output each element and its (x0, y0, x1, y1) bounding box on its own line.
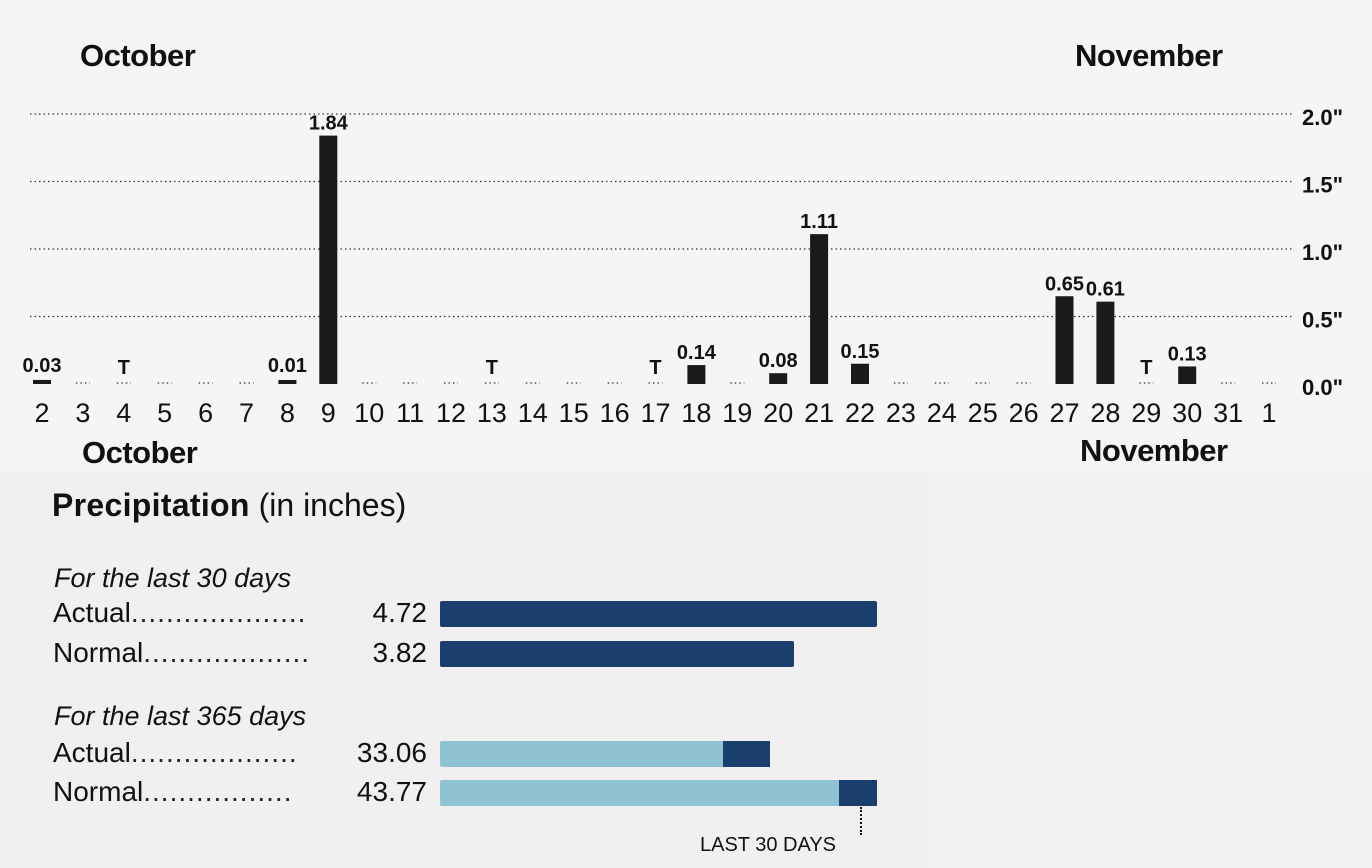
x-tick-label: 31 (1213, 398, 1243, 428)
x-tick-label: 26 (1009, 398, 1039, 428)
row-name: Actual (53, 597, 131, 628)
data-label: 0.08 (759, 350, 798, 372)
bar-day-20 (769, 373, 788, 384)
x-tick-label: 24 (927, 398, 957, 428)
bar-day-22 (851, 363, 869, 384)
bar-day-27 (1055, 296, 1074, 384)
x-tick-label: 14 (518, 398, 548, 428)
precipitation-heading: Precipitation (in inches) (52, 487, 406, 524)
period-label-30-days: For the last 30 days (54, 563, 292, 593)
month-label-october-top: October (80, 38, 196, 73)
data-label: T (1140, 357, 1152, 379)
x-tick-label: 8 (280, 398, 295, 428)
x-tick-label: 21 (804, 398, 834, 428)
data-label: T (649, 357, 661, 379)
bar-day-9 (319, 135, 338, 384)
leader-dots: ................... (143, 637, 311, 668)
data-label: 0.61 (1086, 279, 1125, 301)
bar-365-days-actual (440, 741, 771, 767)
data-label: 1.84 (309, 113, 349, 135)
bar-day-28 (1096, 301, 1115, 384)
x-tick-label: 11 (396, 398, 424, 428)
x-tick-label: 2 (34, 398, 49, 428)
x-tick-label: 4 (116, 398, 131, 428)
precipitation-title: Precipitation (52, 487, 250, 523)
bar-day-8 (278, 380, 297, 384)
row-value: 4.72 (372, 597, 428, 628)
x-tick-label: 15 (559, 398, 589, 428)
data-label: T (486, 357, 498, 379)
bar-day-30 (1178, 366, 1197, 384)
precipitation-units: (in inches) (258, 487, 407, 523)
row-value: 43.77 (356, 776, 427, 807)
data-label: 0.01 (268, 355, 307, 377)
x-tick-label: 23 (886, 398, 916, 428)
x-tick-label: 28 (1090, 398, 1120, 428)
y-tick-label: 1.5" (1302, 173, 1343, 198)
period-label-365-days: For the last 365 days (54, 701, 307, 731)
y-tick-label: 0.5" (1302, 308, 1343, 333)
x-tick-label: 19 (722, 398, 752, 428)
summary-panel (0, 472, 930, 868)
x-tick-label: 29 (1131, 398, 1161, 428)
data-label: 1.11 (800, 211, 838, 233)
row-label-365-normal: Normal ................. 43.77 (53, 776, 427, 808)
x-tick-label: 9 (321, 398, 336, 428)
x-tick-label: 1 (1261, 398, 1276, 428)
month-label-november-bottom: November (1080, 433, 1228, 468)
daily-chart-panel (0, 0, 1372, 472)
y-tick-label: 0.0" (1302, 375, 1343, 400)
y-tick-label: 1.0" (1302, 240, 1343, 265)
x-tick-label: 27 (1049, 398, 1079, 428)
x-tick-label: 18 (681, 398, 711, 428)
daily-precipitation-chart: 2.0" 1.5" 1.0" 0.5" 0.0" 0.03 2 3 T 4 5 6 7 0.01 8 1.84… (23, 105, 1343, 428)
bar-day-21 (810, 234, 829, 384)
x-tick-label: 16 (600, 398, 630, 428)
row-label-365-actual: Actual ................... 33.06 (53, 737, 427, 769)
data-label: 0.15 (841, 341, 880, 363)
row-value: 33.06 (356, 737, 427, 768)
row-name: Normal (53, 776, 144, 807)
data-label: 0.03 (23, 355, 62, 377)
last-30-days-label: LAST 30 DAYS (700, 834, 836, 856)
x-tick-label: 17 (640, 398, 670, 428)
data-label: T (118, 357, 130, 379)
bar-last-30-segment (722, 741, 771, 767)
row-label-30-normal: Normal ................... 3.82 (53, 637, 427, 669)
bar-day-18 (687, 365, 706, 384)
bar-30-days-actual (440, 601, 877, 627)
row-label-30-actual: Actual .................... 4.72 (53, 597, 427, 629)
bar-last-30-segment (838, 780, 877, 806)
x-tick-label: 12 (436, 398, 466, 428)
x-tick-label: 6 (198, 398, 213, 428)
data-label: 0.13 (1168, 343, 1207, 365)
x-tick-label: 30 (1172, 398, 1202, 428)
x-tick-label: 20 (763, 398, 793, 428)
x-tick-label: 25 (968, 398, 998, 428)
row-name: Actual (53, 737, 131, 768)
y-tick-label: 2.0" (1302, 105, 1343, 130)
row-value: 3.82 (372, 637, 428, 668)
bar-day-2 (33, 379, 51, 384)
x-tick-label: 13 (477, 398, 507, 428)
x-tick-label: 5 (157, 398, 172, 428)
leader-dots: ................... (130, 737, 298, 768)
x-tick-label: 7 (239, 398, 254, 428)
x-tick-label: 10 (354, 398, 384, 428)
x-tick-label: 3 (75, 398, 90, 428)
x-tick-label: 22 (845, 398, 875, 428)
last-30-days-marker (860, 807, 862, 835)
leader-dots: .................... (130, 597, 307, 628)
bar-30-days-normal (440, 641, 794, 667)
row-name: Normal (53, 637, 144, 668)
data-label: 0.65 (1045, 273, 1084, 295)
leader-dots: ................. (143, 776, 293, 807)
data-label: 0.14 (677, 342, 717, 364)
bar-365-days-normal (440, 780, 877, 806)
month-label-november-top: November (1075, 38, 1223, 73)
month-label-october-bottom: October (82, 435, 198, 470)
